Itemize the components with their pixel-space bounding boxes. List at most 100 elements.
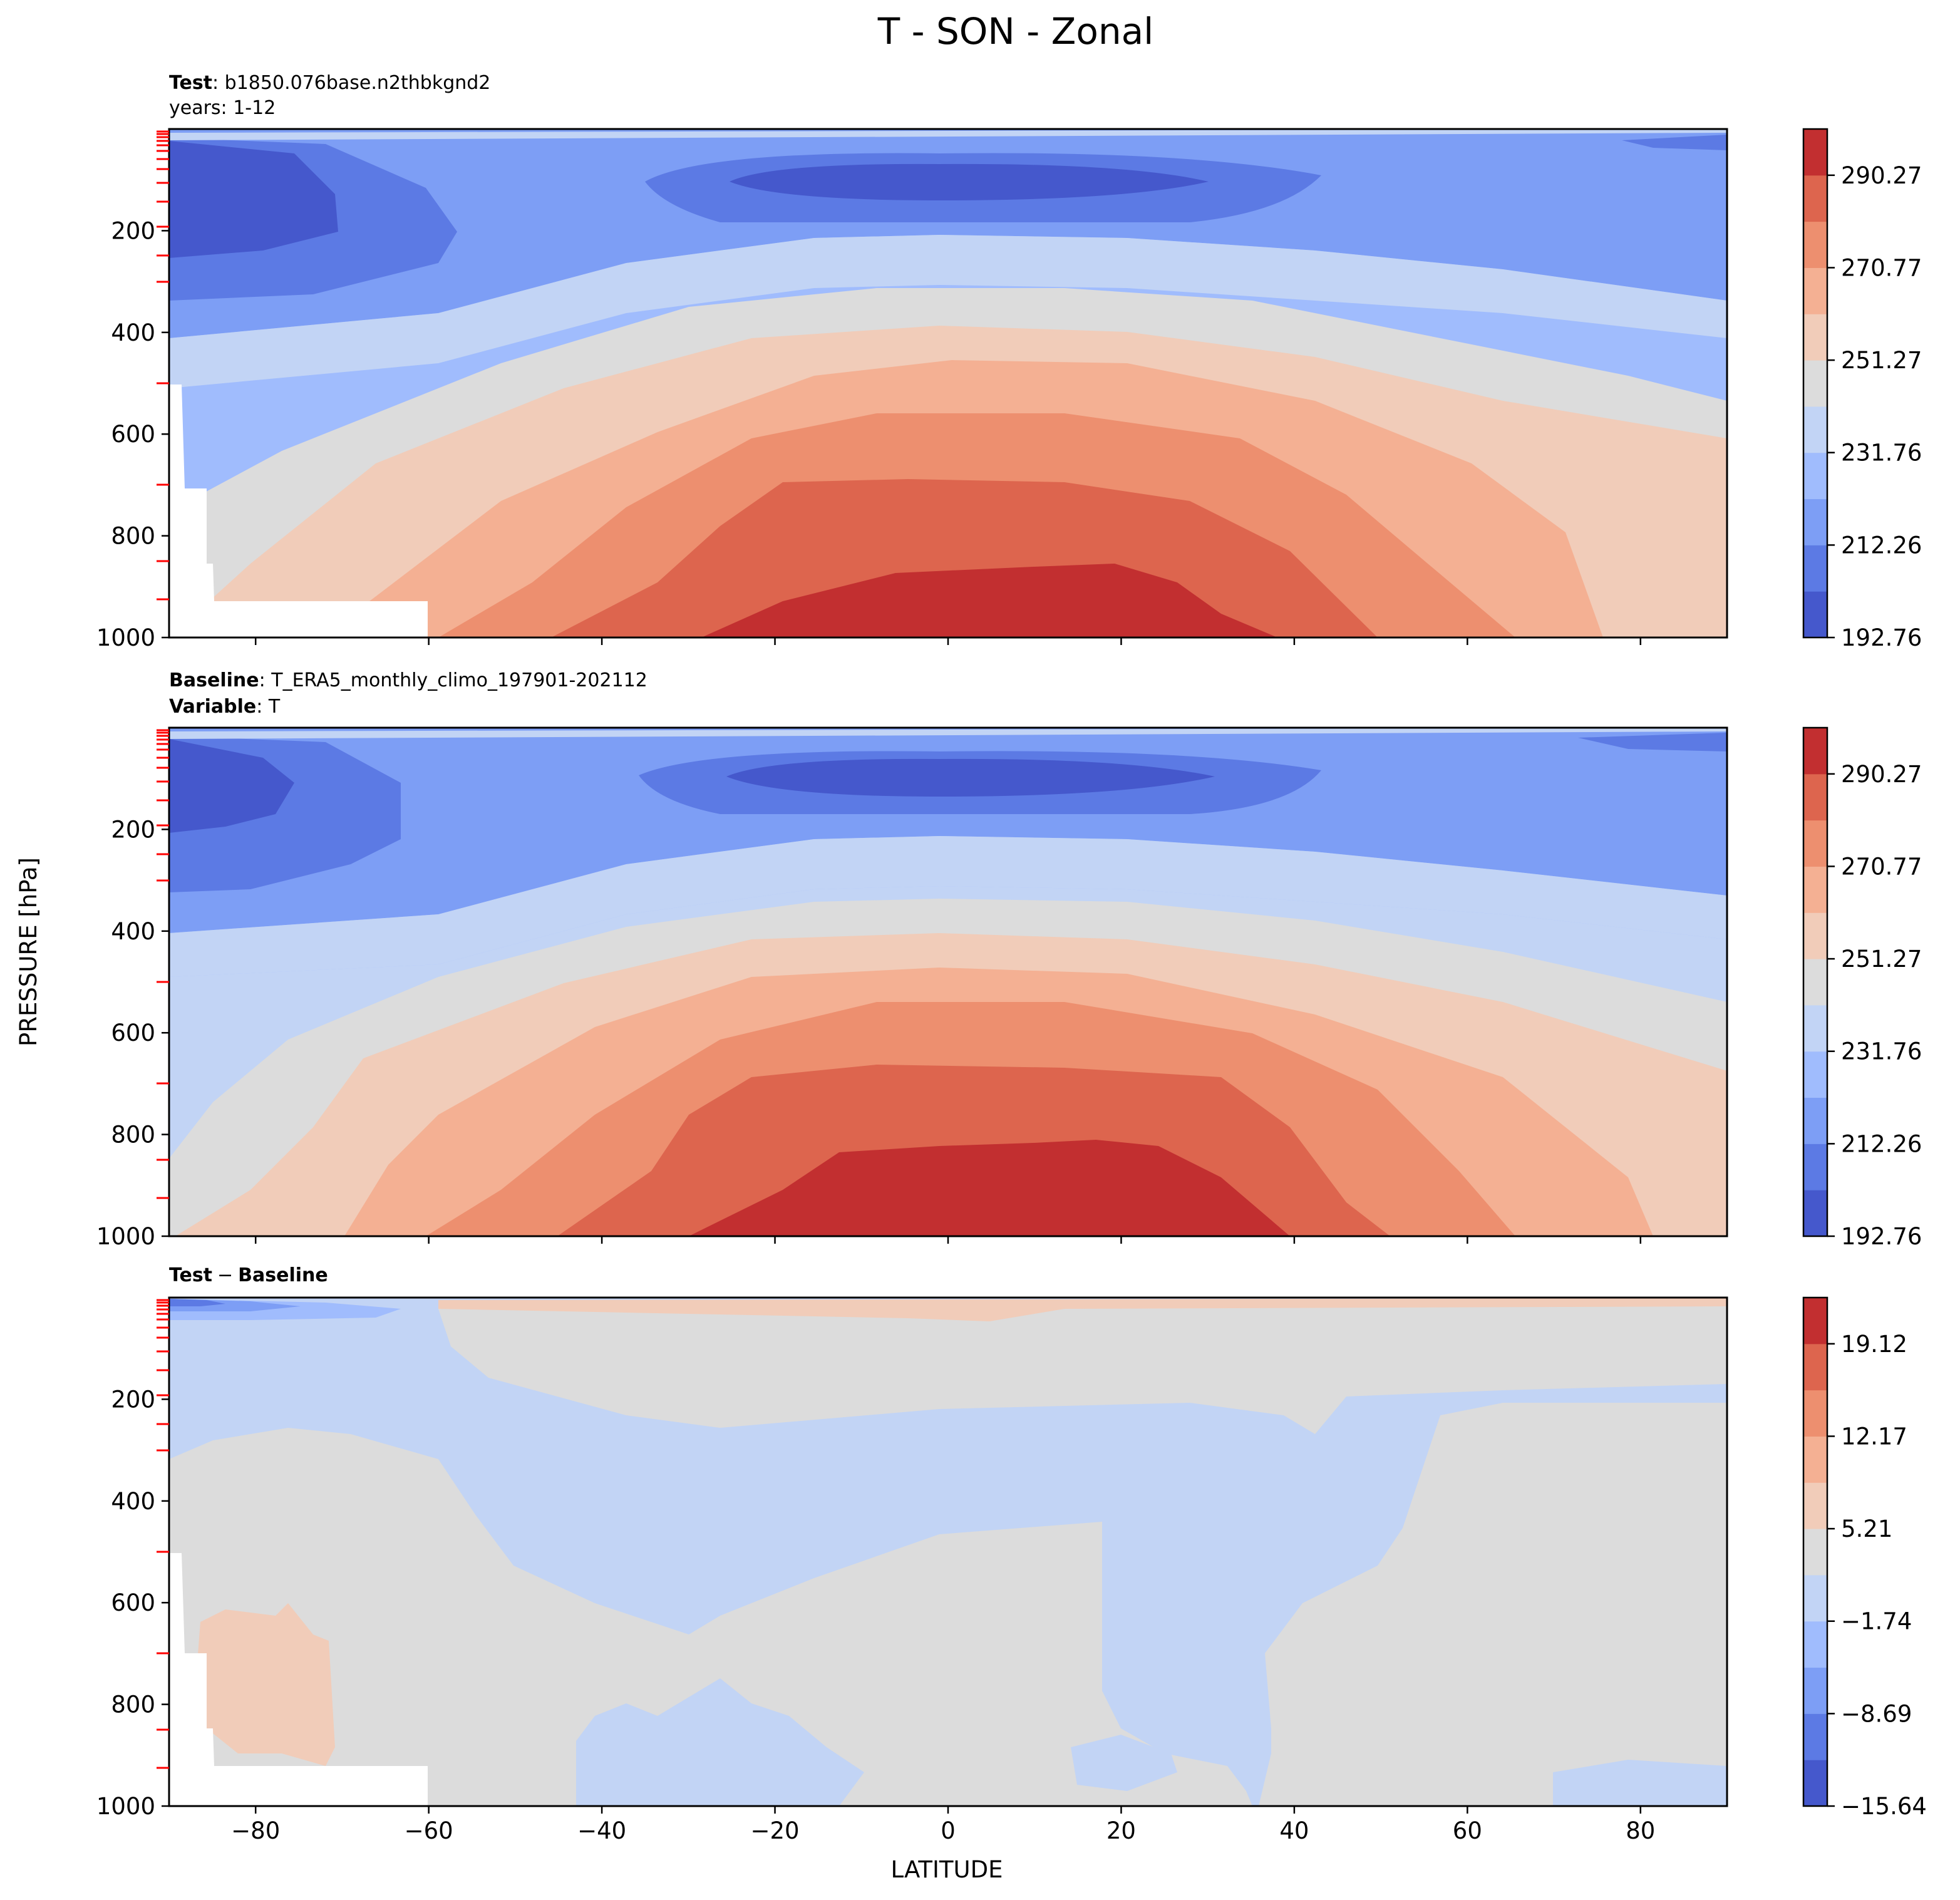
colorbar-segment xyxy=(1803,1574,1827,1622)
colorbar-frame xyxy=(1802,1296,1828,1807)
baseline-variable-label: Variable xyxy=(169,696,256,718)
test-polar-cold-core xyxy=(169,141,338,258)
test-upper-cold-core xyxy=(730,163,1209,200)
baseline-contour-field xyxy=(169,728,1727,1236)
colorbar-segment xyxy=(1803,1298,1827,1345)
colorbar-tick-label: 212.26 xyxy=(1841,532,1922,559)
difference-colorbar: 19.12 12.17 5.21 −1.74 −8.69 −15.64 xyxy=(1802,1296,1927,1820)
colorbar-segment xyxy=(1803,267,1827,314)
panel-baseline: Baseline: T_ERA5_monthly_climo_197901-20… xyxy=(96,669,1922,1250)
shared-ylabel: PRESSURE [hPa] xyxy=(15,857,42,1046)
colorbar-tick-label: 270.77 xyxy=(1841,853,1922,880)
colorbar-tick-label: 231.76 xyxy=(1841,1038,1922,1065)
x-tick-label: 60 xyxy=(1453,1817,1482,1844)
test-x-axis xyxy=(254,638,1642,645)
difference-level-ticks xyxy=(157,1299,169,1769)
colorbar-tick-label: 231.76 xyxy=(1841,440,1922,467)
difference-polar-cold-core xyxy=(169,1299,225,1306)
difference-upper-neutral xyxy=(438,1305,1727,1434)
difference-lower-neg-patch xyxy=(576,1678,864,1806)
baseline-band-231 xyxy=(169,836,1727,977)
colorbar-segment xyxy=(1803,728,1827,775)
colorbar-tick-label: 212.26 xyxy=(1841,1130,1922,1157)
colorbar-segment xyxy=(1803,1482,1827,1529)
y-tick-label: 400 xyxy=(111,918,155,945)
colorbar-tick-label: 251.27 xyxy=(1841,347,1922,374)
y-tick-label: 800 xyxy=(111,523,155,550)
colorbar-tick-label: 270.77 xyxy=(1841,254,1922,281)
colorbar-tick-label: −8.69 xyxy=(1841,1700,1912,1727)
difference-header-minus: − xyxy=(217,1264,233,1286)
baseline-header-line1: Baseline: T_ERA5_monthly_climo_197901-20… xyxy=(169,669,647,691)
colorbar-segment xyxy=(1803,452,1827,500)
colorbar-segment xyxy=(1803,773,1827,821)
baseline-y-axis: 200 400 600 800 1000 xyxy=(96,816,169,1250)
test-contour-field xyxy=(169,129,1727,638)
colorbar-segment xyxy=(1803,360,1827,407)
baseline-polar-cold-core xyxy=(169,739,294,833)
shared-xlabel: LATITUDE xyxy=(891,1856,1003,1883)
y-tick-label: 600 xyxy=(111,1020,155,1046)
difference-contour-field xyxy=(169,1298,1727,1806)
difference-header-baseline: Baseline xyxy=(238,1264,328,1286)
difference-x-axis: −80 −60 −40 −20 0 20 40 60 80 xyxy=(231,1806,1655,1844)
test-colorbar: 290.27 270.77 251.27 231.76 212.26 192.76 xyxy=(1802,128,1922,651)
colorbar-segment xyxy=(1803,175,1827,222)
difference-lower-neutral xyxy=(169,1428,1252,1806)
colorbar-segment xyxy=(1803,129,1827,176)
baseline-np-cold-patch xyxy=(1578,733,1727,751)
y-tick-label: 800 xyxy=(111,1691,155,1718)
x-tick-label: −80 xyxy=(231,1817,280,1844)
difference-np-neg-patch xyxy=(1553,1760,1727,1806)
x-tick-label: 20 xyxy=(1106,1817,1136,1844)
colorbar-segment xyxy=(1803,1760,1827,1807)
baseline-header-label: Baseline xyxy=(169,669,259,691)
baseline-level-ticks xyxy=(157,729,169,1199)
x-tick-label: −40 xyxy=(577,1817,626,1844)
colorbar-segment xyxy=(1803,1144,1827,1190)
y-tick-label: 1000 xyxy=(96,1223,155,1250)
colorbar-segment xyxy=(1803,1051,1827,1098)
colorbar-segment xyxy=(1803,1343,1827,1391)
test-np-cold-patch xyxy=(1622,135,1727,150)
colorbar-tick-label: 12.17 xyxy=(1841,1423,1907,1450)
y-tick-label: 200 xyxy=(111,1386,155,1413)
baseline-top-band xyxy=(169,728,1727,739)
colorbar-tick-label: 290.27 xyxy=(1841,162,1922,189)
colorbar-tick-label: −15.64 xyxy=(1841,1793,1927,1820)
difference-lower-neg-patch2 xyxy=(1071,1735,1177,1791)
colorbar-segment xyxy=(1803,912,1827,959)
test-header-label: Test xyxy=(169,72,212,94)
y-tick-label: 600 xyxy=(111,421,155,448)
colorbar-segment xyxy=(1803,959,1827,1006)
colorbar-segment xyxy=(1803,314,1827,361)
colorbar-segment xyxy=(1803,545,1827,592)
colorbar-frame xyxy=(1802,128,1828,639)
colorbar-frame xyxy=(1802,726,1828,1237)
baseline-header-case: : T_ERA5_monthly_climo_197901-202112 xyxy=(259,669,647,691)
y-tick-label: 400 xyxy=(111,319,155,346)
colorbar-tick-label: 192.76 xyxy=(1841,1223,1922,1250)
difference-header-test: Test xyxy=(169,1264,212,1286)
x-tick-label: 0 xyxy=(941,1817,956,1844)
baseline-header-line2: Variable: T xyxy=(169,696,281,718)
test-y-axis: 200 400 600 800 1000 xyxy=(96,217,169,651)
colorbar-segment xyxy=(1803,1621,1827,1668)
colorbar-segment xyxy=(1803,498,1827,545)
test-missing-terrain xyxy=(169,385,428,638)
panel-difference: Test − Baseline xyxy=(96,1264,1927,1844)
y-tick-label: 1000 xyxy=(96,1793,155,1820)
baseline-x-axis xyxy=(254,1236,1642,1244)
baseline-colorbar: 290.27 270.77 251.27 231.76 212.26 192.76 xyxy=(1802,726,1922,1250)
y-tick-label: 400 xyxy=(111,1488,155,1515)
colorbar-segment xyxy=(1803,1190,1827,1237)
baseline-variable-value: : T xyxy=(256,696,281,718)
y-tick-label: 200 xyxy=(111,217,155,244)
colorbar-segment xyxy=(1803,1004,1827,1052)
colorbar-tick-label: −1.74 xyxy=(1841,1608,1912,1635)
x-tick-label: −20 xyxy=(751,1817,800,1844)
colorbar-tick-label: 19.12 xyxy=(1841,1331,1907,1358)
colorbar-segment xyxy=(1803,1529,1827,1576)
test-header-case: : b1850.076base.n2thbkgnd2 xyxy=(212,72,490,94)
